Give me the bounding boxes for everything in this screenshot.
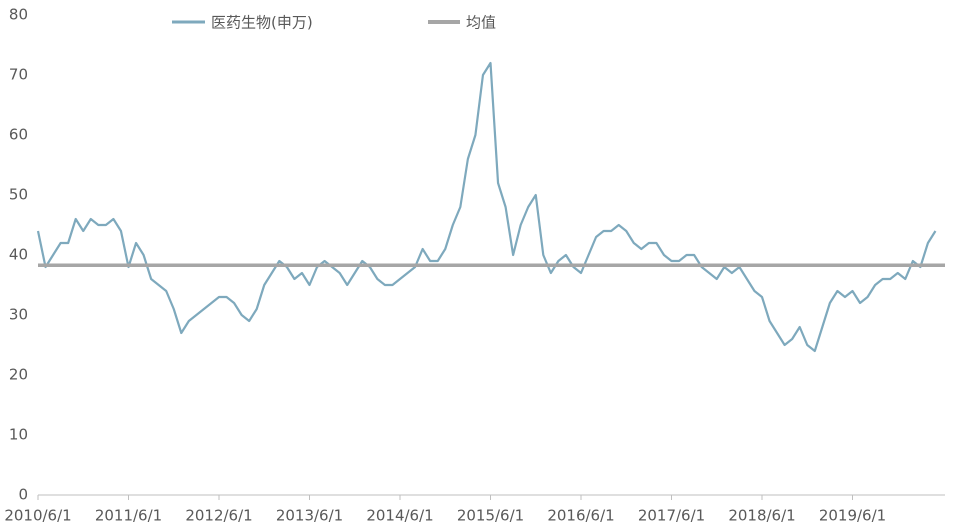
x-tick-label: 2018/6/1 [728,507,795,525]
y-tick-label: 40 [9,246,28,264]
legend-label: 医药生物(申万) [211,14,313,32]
x-tick-label: 2014/6/1 [366,507,433,525]
x-tick-label: 2019/6/1 [819,507,886,525]
x-tick-label: 2013/6/1 [276,507,343,525]
x-tick-label: 2010/6/1 [4,507,71,525]
y-tick-label: 50 [9,186,28,204]
x-tick-label: 2015/6/1 [457,507,524,525]
x-tick-label: 2017/6/1 [638,507,705,525]
x-tick-label: 2011/6/1 [95,507,162,525]
x-tick-label: 2016/6/1 [547,507,614,525]
y-tick-label: 60 [9,126,28,144]
line [36,61,937,353]
x-tick-label: 2012/6/1 [185,507,252,525]
y-tick-label: 70 [9,66,28,84]
y-tick-label: 20 [9,366,28,384]
y-tick-label: 10 [9,426,28,444]
y-tick-label: 0 [18,486,28,504]
y-tick-label: 30 [9,306,28,324]
legend-label: 均值 [466,14,496,32]
y-tick-label: 80 [9,6,28,24]
